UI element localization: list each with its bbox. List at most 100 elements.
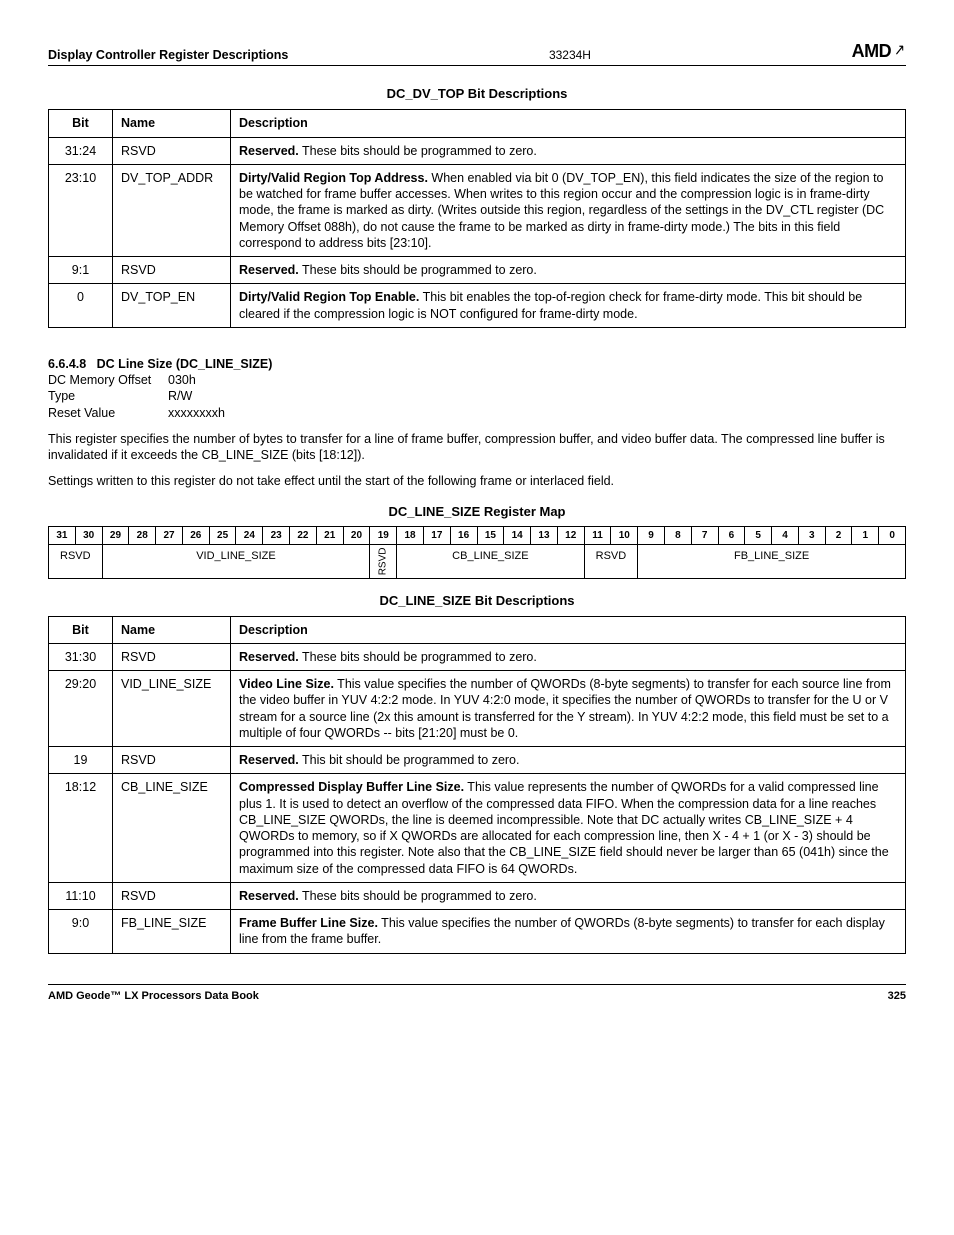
field-desc: Reserved. These bits should be programme… xyxy=(231,643,906,670)
table-row: 31:30 RSVD Reserved. These bits should b… xyxy=(49,643,906,670)
bit-number: 29 xyxy=(102,527,129,545)
col-bit: Bit xyxy=(49,616,113,643)
bit-range: 9:0 xyxy=(49,910,113,954)
meta-label: Reset Value xyxy=(48,405,168,421)
field-name: DV_TOP_ADDR xyxy=(113,164,231,256)
field-desc: Frame Buffer Line Size. This value speci… xyxy=(231,910,906,954)
register-field: RSVD xyxy=(49,545,103,578)
bit-range: 18:12 xyxy=(49,774,113,883)
field-desc: Reserved. This bit should be programmed … xyxy=(231,747,906,774)
doc-number: 33234H xyxy=(549,48,591,64)
amd-arrow-icon: ↗ xyxy=(894,41,904,62)
dc-dv-top-bit-descriptions-table: Bit Name Description 31:24 RSVD Reserved… xyxy=(48,109,906,328)
meta-row: TypeR/W xyxy=(48,388,906,404)
regmap-title: DC_LINE_SIZE Register Map xyxy=(48,504,906,521)
col-name: Name xyxy=(113,616,231,643)
bit-number: 10 xyxy=(611,527,638,545)
register-field: CB_LINE_SIZE xyxy=(397,545,584,578)
field-name: RSVD xyxy=(113,643,231,670)
field-desc: Reserved. These bits should be programme… xyxy=(231,882,906,909)
bit-number: 8 xyxy=(664,527,691,545)
bit-number: 0 xyxy=(879,527,906,545)
footer-page-number: 325 xyxy=(888,989,906,1003)
bit-number: 3 xyxy=(798,527,825,545)
meta-row: DC Memory Offset030h xyxy=(48,372,906,388)
field-name: RSVD xyxy=(113,882,231,909)
header-title: Display Controller Register Descriptions xyxy=(48,47,288,63)
field-desc: Dirty/Valid Region Top Address. When ena… xyxy=(231,164,906,256)
bit-range: 23:10 xyxy=(49,164,113,256)
field-desc: Dirty/Valid Region Top Enable. This bit … xyxy=(231,284,906,328)
table-row: 9:0 FB_LINE_SIZE Frame Buffer Line Size.… xyxy=(49,910,906,954)
register-field: RSVD xyxy=(584,545,638,578)
table-row: 11:10 RSVD Reserved. These bits should b… xyxy=(49,882,906,909)
table-row: 29:20 VID_LINE_SIZE Video Line Size. Thi… xyxy=(49,671,906,747)
bit-number: 12 xyxy=(557,527,584,545)
bit-number: 15 xyxy=(477,527,504,545)
bit-number: 19 xyxy=(370,527,397,545)
bit-number: 6 xyxy=(718,527,745,545)
table-row: 18:12 CB_LINE_SIZE Compressed Display Bu… xyxy=(49,774,906,883)
field-desc: Video Line Size. This value specifies th… xyxy=(231,671,906,747)
table-row: 31:24 RSVD Reserved. These bits should b… xyxy=(49,137,906,164)
field-name: VID_LINE_SIZE xyxy=(113,671,231,747)
bit-number: 17 xyxy=(423,527,450,545)
field-name: FB_LINE_SIZE xyxy=(113,910,231,954)
field-name: RSVD xyxy=(113,747,231,774)
bit-range: 0 xyxy=(49,284,113,328)
bit-number: 5 xyxy=(745,527,772,545)
col-desc: Description xyxy=(231,110,906,137)
bit-range: 31:30 xyxy=(49,643,113,670)
bit-number: 2 xyxy=(825,527,852,545)
section-heading: 6.6.4.8 DC Line Size (DC_LINE_SIZE) xyxy=(48,356,906,372)
table-row: 23:10 DV_TOP_ADDR Dirty/Valid Region Top… xyxy=(49,164,906,256)
bit-number: 23 xyxy=(263,527,290,545)
bit-number: 25 xyxy=(209,527,236,545)
col-name: Name xyxy=(113,110,231,137)
meta-value: 030h xyxy=(168,372,196,388)
field-desc: Reserved. These bits should be programme… xyxy=(231,137,906,164)
page-footer: AMD Geode™ LX Processors Data Book 325 xyxy=(48,984,906,1003)
dc-line-size-register-map: 3130292827262524232221201918171615141312… xyxy=(48,526,906,578)
meta-label: DC Memory Offset xyxy=(48,372,168,388)
table-row: 9:1 RSVD Reserved. These bits should be … xyxy=(49,257,906,284)
bit-number: 14 xyxy=(504,527,531,545)
field-desc: Reserved. These bits should be programme… xyxy=(231,257,906,284)
bit-number: 26 xyxy=(182,527,209,545)
bit-number: 7 xyxy=(691,527,718,545)
dc-line-size-bit-descriptions-table: Bit Name Description 31:30 RSVD Reserved… xyxy=(48,616,906,954)
bit-number: 20 xyxy=(343,527,370,545)
col-bit: Bit xyxy=(49,110,113,137)
bit-range: 29:20 xyxy=(49,671,113,747)
bit-range: 31:24 xyxy=(49,137,113,164)
bit-number: 11 xyxy=(584,527,611,545)
field-desc: Compressed Display Buffer Line Size. Thi… xyxy=(231,774,906,883)
bit-number: 30 xyxy=(75,527,102,545)
footer-left: AMD Geode™ LX Processors Data Book xyxy=(48,989,259,1003)
meta-value: xxxxxxxxh xyxy=(168,405,225,421)
meta-label: Type xyxy=(48,388,168,404)
field-name: CB_LINE_SIZE xyxy=(113,774,231,883)
bit-number: 24 xyxy=(236,527,263,545)
bit-number: 31 xyxy=(49,527,76,545)
table-row: 19 RSVD Reserved. This bit should be pro… xyxy=(49,747,906,774)
bit-number: 28 xyxy=(129,527,156,545)
register-field: FB_LINE_SIZE xyxy=(638,545,906,578)
bit-range: 19 xyxy=(49,747,113,774)
register-field: VID_LINE_SIZE xyxy=(102,545,370,578)
table-row: 0 DV_TOP_EN Dirty/Valid Region Top Enabl… xyxy=(49,284,906,328)
bit-range: 11:10 xyxy=(49,882,113,909)
field-name: RSVD xyxy=(113,257,231,284)
bit-number: 4 xyxy=(772,527,799,545)
bit-number: 18 xyxy=(397,527,424,545)
bit-number: 22 xyxy=(290,527,317,545)
field-name: DV_TOP_EN xyxy=(113,284,231,328)
field-name: RSVD xyxy=(113,137,231,164)
amd-logo: AMD↗ xyxy=(852,40,906,63)
bit-number: 13 xyxy=(531,527,558,545)
bit-number: 9 xyxy=(638,527,665,545)
table2-title: DC_LINE_SIZE Bit Descriptions xyxy=(48,593,906,610)
meta-row: Reset Valuexxxxxxxxh xyxy=(48,405,906,421)
bit-number: 16 xyxy=(450,527,477,545)
meta-value: R/W xyxy=(168,388,192,404)
